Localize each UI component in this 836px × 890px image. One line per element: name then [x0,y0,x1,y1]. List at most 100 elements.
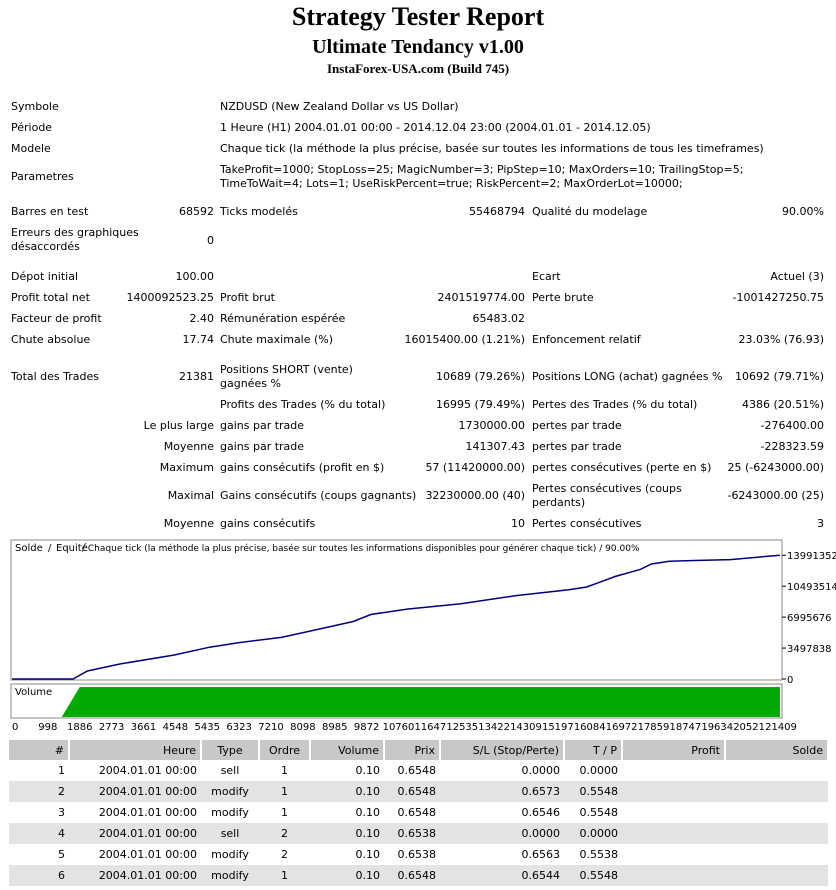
expected-payoff-label: Rémunération espérée [220,312,346,325]
avg-cons-losses-label: Pertes consécutives [532,517,642,530]
table-row[interactable]: 5 2004.01.01 00:00 modify 2 0.10 0.6538 0.6563… [9,844,828,865]
x-tick-label: 16972 [606,722,638,733]
column-header[interactable]: Solde [725,740,829,760]
long-won-label: Positions LONG (achat) gagnées % [532,370,723,383]
x-tick-label: 3661 [131,722,156,733]
total-trades-value: 21381 [179,370,214,383]
y-tick-label: 0 [787,675,793,686]
table-cell: 2 [9,781,69,802]
avg-consecutive-label: Moyenne [163,517,214,530]
bars-value: 68592 [179,205,214,218]
column-header[interactable]: Heure [69,740,202,760]
long-won-value: 10692 (79.71%) [734,370,824,383]
legend-description: / Chaque tick (la méthode la plus précis… [82,543,640,554]
table-cell [725,844,828,865]
legend-sep: / [48,543,52,554]
table-cell: 0.10 [355,848,381,861]
period-label: Période [11,121,53,134]
max-cons-losses-value: 25 (-6243000.00) [727,461,824,474]
table-cell: 2004.01.01 00:00 [69,823,201,844]
column-header[interactable]: Prix [384,740,441,760]
table-cell: 0.5538 [579,848,619,861]
column-header[interactable]: Type [201,740,260,760]
table-row[interactable]: 1 2004.01.01 00:00 sell 1 0.10 0.6548 0.0000 0.… [9,760,828,781]
x-tick-label: 19634 [701,722,733,733]
table-cell: sell [220,764,240,777]
quality-value: 90.00% [782,205,824,218]
table-cell: modify [211,848,249,861]
average-loss-label: pertes par trade [532,440,622,453]
table-cell [725,802,828,823]
ticks-value: 55468794 [469,205,525,218]
average-win-label: gains par trade [220,440,305,453]
ticks-label: Ticks modelés [220,205,298,218]
column-header[interactable]: Profit [622,740,726,760]
table-cell: 0.6538 [397,848,437,861]
deposit-value: 100.00 [175,270,215,283]
deposit-label: Dépot initial [11,270,79,283]
table-cell: 0.0000 [440,823,564,844]
trades-header-row: # Heure Type Ordre Volume Prix S/L (Stop/Perte… [9,740,829,760]
model-value: Chaque tick (la méthode la plus précise,… [220,142,764,155]
table-cell [622,865,725,886]
column-header[interactable]: Ordre [259,740,311,760]
column-header[interactable]: Volume [310,740,385,760]
table-row[interactable]: 6 2004.01.01 00:00 modify 1 0.10 0.6548 0.6544… [9,865,828,886]
table-cell: 4 [9,823,69,844]
table-cell: 0.10 [355,764,381,777]
max-drawdown-label: Chute maximale (%) [220,333,334,346]
maximal-wins-value: 32230000.00 (40) [425,489,525,502]
average-label: Moyenne [163,440,214,453]
spread-label: Ecart [532,270,561,283]
table-cell [622,802,725,823]
report-title: Strategy Tester Report [291,2,545,31]
period-value: 1 Heure (H1) 2004.01.01 00:00 - 2014.12.… [220,121,651,134]
spread-value: Actuel (3) [770,270,824,283]
table-cell: 6 [9,865,69,886]
abs-drawdown-value: 17.74 [182,333,215,346]
table-cell: 0.6548 [384,865,440,886]
avg-cons-wins-label: gains consécutifs [220,517,316,530]
table-row[interactable]: 4 2004.01.01 00:00 sell 2 0.10 0.6538 0.0000 0.… [9,823,828,844]
loss-trades-value: 4386 (20.51%) [741,398,824,411]
table-cell: 0.6573 [440,781,564,802]
y-tick-label: 6995676 [787,613,832,624]
abs-drawdown-label: Chute absolue [11,333,91,346]
table-cell: 0.10 [310,823,384,844]
y-tick-label: 3497838 [787,644,832,655]
net-profit-label: Profit total net [11,291,90,304]
gross-loss-value: -1001427250.75 [732,291,824,304]
table-row[interactable]: 3 2004.01.01 00:00 modify 1 0.10 0.6548 0.6546… [9,802,828,823]
expert-name: Ultimate Tendancy v1.00 [312,36,524,58]
largest-loss-value: -276400.00 [760,419,824,432]
table-cell: 1 [259,865,310,886]
x-tick-label: 14309 [510,722,542,733]
table-cell: 1 [281,806,288,819]
x-tick-label: 17859 [638,722,670,733]
column-header[interactable]: S/L (Stop/Perte) [440,740,565,760]
maximal-label: Maximal [167,489,214,502]
x-tick-label: 12535 [446,722,478,733]
table-cell: 2004.01.01 00:00 [98,806,197,819]
table-cell: 1 [281,764,288,777]
column-header[interactable]: T / P [564,740,623,760]
table-cell: 0.6538 [384,823,440,844]
balance-series-line [12,554,781,680]
x-tick-label: 10760 [383,722,415,733]
legend-equity: Equité [56,542,88,554]
volume-area [61,687,781,717]
rel-drawdown-value: 23.03% (76.93) [738,333,824,346]
column-header[interactable]: # [9,740,70,760]
x-tick-label: 9872 [354,722,379,733]
largest-loss-label: pertes par trade [532,419,622,432]
broker-build: InstaForex-USA.com (Build 745) [326,61,510,76]
bars-label: Barres en test [11,205,89,218]
x-tick-label: 1886 [67,722,92,733]
profit-factor-label: Facteur de profit [11,312,102,325]
table-cell: 3 [58,806,65,819]
table-row[interactable]: 2 2004.01.01 00:00 modify 1 0.10 0.6548 0.6573… [9,781,828,802]
gross-loss-label: Perte brute [532,291,594,304]
params-value: TakeProfit=1000; StopLoss=25; MagicNumbe… [220,163,744,190]
maximal-losses-value: -6243000.00 (25) [727,489,824,502]
table-cell: 2 [281,848,288,861]
